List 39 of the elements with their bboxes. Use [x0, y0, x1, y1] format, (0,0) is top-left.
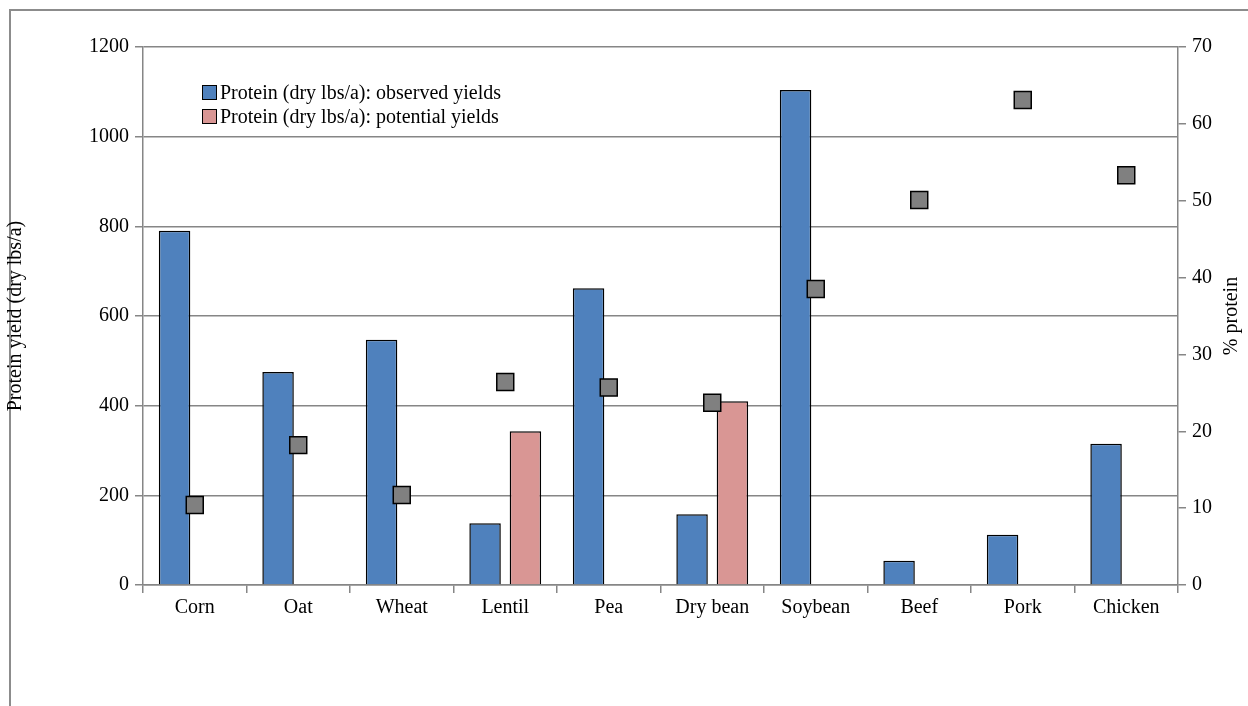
- y2-tick-label: 60: [1192, 111, 1212, 134]
- y2-tick-label: 20: [1192, 418, 1212, 441]
- y2-tick-label: 70: [1192, 34, 1212, 57]
- point: [185, 495, 204, 515]
- y-tick-label: 1000: [89, 123, 129, 146]
- point: [806, 279, 825, 299]
- x-tick-label: Beef: [900, 595, 939, 618]
- legend-label: Protein (dry lbs/a): potential yields: [220, 104, 499, 128]
- y-axis-title: Protein yield (dry lbs/a): [3, 220, 27, 412]
- y-tick-label: 200: [99, 482, 129, 505]
- y-tick-label: 600: [99, 303, 129, 326]
- point: [289, 435, 308, 455]
- y2-tick-label: 0: [1192, 572, 1202, 595]
- x-tick-label: Dry bean: [675, 595, 750, 619]
- point: [496, 372, 515, 392]
- point: [392, 485, 411, 505]
- y-tick-label: 1200: [89, 34, 129, 57]
- y2-tick-label: 30: [1192, 341, 1212, 364]
- x-tick-label: Pea: [594, 595, 624, 618]
- point: [1013, 90, 1032, 110]
- y-tick-label: 800: [99, 213, 129, 236]
- x-tick-label: Pork: [1003, 595, 1042, 618]
- point: [703, 393, 722, 413]
- point: [599, 378, 618, 397]
- y2-tick-label: 50: [1192, 187, 1212, 210]
- y-tick-label: 400: [99, 392, 129, 415]
- x-tick-label: Wheat: [375, 595, 429, 618]
- x-tick-label: Corn: [174, 595, 215, 618]
- x-tick-label: Soybean: [781, 595, 851, 619]
- x-tick-label: Oat: [283, 595, 314, 618]
- x-tick-label: Lentil: [481, 595, 530, 618]
- point: [910, 190, 929, 210]
- y-tick-label: 0: [119, 572, 129, 595]
- x-tick-label: Chicken: [1092, 595, 1160, 618]
- y2-tick-label: 10: [1192, 495, 1212, 518]
- legend-label: Protein (dry lbs/a): observed yields: [220, 80, 502, 104]
- y2-axis-title: % protein: [1219, 276, 1243, 356]
- point: [1117, 166, 1136, 185]
- y2-tick-label: 40: [1192, 264, 1212, 287]
